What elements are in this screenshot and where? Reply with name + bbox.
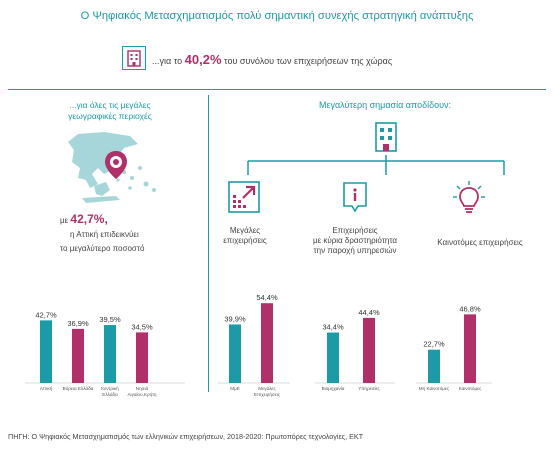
chart-0-tick-label-3-0: Νησιά (136, 385, 149, 391)
horizontal-divider (8, 89, 546, 90)
left-stat-line2: η Αττική επιδεικνύει (70, 230, 139, 239)
chart-0-bar-1 (72, 328, 84, 383)
chart-1-bar-0 (229, 324, 241, 383)
category-services: Επιχειρήσεις με κύρια δραστηριότητα την … (295, 226, 415, 256)
building-icon (127, 50, 141, 67)
chart-0-tick-label-0-0: Αττική (40, 385, 53, 391)
lightbulb-icon (453, 181, 485, 213)
chart-0-value-label-1: 36,9% (67, 319, 89, 328)
charts-area: 42,7% Αττική 36,9% Βόρεια Ελλάδα 39,5% Κεντρι… (25, 293, 492, 397)
chart-0-tick-label-1-0: Βόρεια Ελλάδα (63, 385, 94, 391)
greece-map-icon (68, 132, 156, 203)
category-large-line2: επιχειρήσεις (223, 236, 267, 245)
chart-0-bar-0 (40, 320, 52, 383)
top-building-box (122, 46, 146, 70)
right-diagram (247, 122, 505, 175)
top-stat: ...για το 40,2% του συνόλου των επιχειρή… (152, 52, 392, 67)
chart-0-bar-2 (104, 325, 116, 383)
arrow-expand-icon (228, 181, 260, 213)
chart-0-tick-label-3-1: Αιγαίου,Κρήτη (127, 391, 156, 397)
left-stat-line3: το μεγαλύτερο ποσοστό (60, 244, 145, 253)
category-innovative: Καινοτόμες επιχειρήσεις (420, 238, 540, 248)
category-large-line1: Μεγάλες (229, 226, 261, 235)
location-pin-icon (105, 151, 127, 179)
chart-1-value-label-1: 54,4% (256, 293, 278, 302)
left-heading: ...για όλες τις μεγάλες γεωγραφικές περι… (40, 100, 180, 122)
top-stat-value: 40,2% (184, 52, 222, 67)
chart-3-value-label-0: 22,7% (423, 340, 445, 349)
chart-3-tick-label-1-0: Καινοτόμες (459, 385, 483, 391)
left-heading-line2: γεωγραφικές περιοχές (68, 111, 152, 121)
chart-0-value-label-0: 42,7% (35, 310, 57, 319)
source-note: ΠΗΓΗ: Ο Ψηφιακός Μετασχηματισμός των ελλ… (8, 432, 364, 441)
chart-0-tick-label-2-1: Ελλάδα (102, 391, 118, 397)
category-services-line1: Επιχειρήσεις (332, 226, 378, 235)
left-stat-prefix: με (60, 216, 69, 225)
top-stat-suffix: του συνόλου των επιχειρήσεων της χώρας (224, 56, 393, 66)
chart-0-tick-label-2-0: Κεντρική (101, 385, 119, 391)
chart-1-tick-label-1-1: Επιχειρήσεις (254, 391, 281, 397)
chart-3-bar-0 (428, 349, 440, 383)
category-innovative-line1: Καινοτόμες επιχειρήσεις (437, 238, 523, 247)
chart-2-bar-1 (363, 317, 375, 383)
chart-2-value-label-0: 34,4% (322, 323, 344, 332)
charts-group: 42,7% Αττική 36,9% Βόρεια Ελλάδα 39,5% Κεντρι… (25, 293, 492, 397)
right-heading: Μεγαλύτερη σημασία αποδίδουν: (318, 100, 452, 110)
chart-0-value-label-3: 34,5% (131, 322, 153, 331)
category-large: Μεγάλες επιχειρήσεις (205, 226, 285, 246)
chart-0-bar-3 (136, 332, 148, 383)
left-stat-value: 42,7%, (70, 212, 108, 226)
left-heading-line1: ...για όλες τις μεγάλες (69, 100, 151, 110)
category-services-line2: με κύρια δραστηριότητα (312, 236, 398, 245)
chart-0-value-label-2: 39,5% (99, 315, 121, 324)
top-stat-prefix: ...για το (152, 56, 183, 66)
chart-3-value-label-1: 46,8% (459, 304, 481, 313)
chart-2-tick-label-0-0: Βιομηχανία (322, 386, 345, 391)
chart-1-bar-1 (261, 303, 273, 383)
page-title: Ο Ψηφιακός Μετασχηματισμός πολύ σημαντικ… (80, 10, 474, 22)
left-stat: με 42,7%, η Αττική επιδεικνύει το μεγαλύ… (60, 212, 210, 256)
chart-1-value-label-0: 39,9% (224, 314, 246, 323)
info-document-icon (343, 182, 367, 213)
chart-2-value-label-1: 44,4% (358, 308, 380, 317)
chart-3-bar-1 (464, 314, 476, 383)
chart-2-bar-0 (327, 332, 339, 383)
chart-2-tick-label-1-0: Υπηρεσίες (358, 386, 380, 391)
vertical-divider (208, 95, 209, 392)
chart-3-tick-label-0-0: Μη Καινοτόμες (419, 385, 450, 391)
chart-1-tick-label-1-0: Μεγάλες (258, 385, 276, 391)
chart-1-tick-label-0-0: ΜμΕ (230, 386, 240, 391)
category-services-line3: την παροχή υπηρεσιών (313, 246, 397, 255)
center-building-icon (375, 122, 397, 152)
